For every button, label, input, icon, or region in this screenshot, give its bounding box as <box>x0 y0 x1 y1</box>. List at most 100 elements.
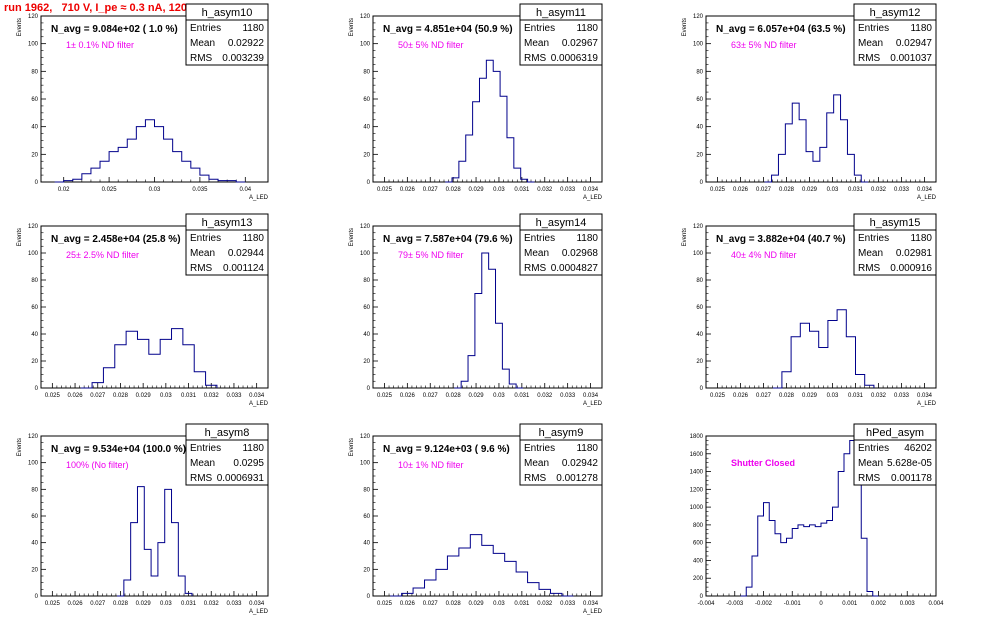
y-tick-label: 0 <box>700 594 704 600</box>
y-axis-title: Events <box>682 18 688 36</box>
stat-label-mean: Mean <box>190 248 215 259</box>
stat-value-mean: 0.02968 <box>562 248 599 259</box>
x-tick-label: 0.033 <box>560 393 576 399</box>
histogram-panel-h_asym15: 0 20 40 60 80 100 120 0.025 0.026 0.027 0.028 0.029… <box>682 213 937 407</box>
y-tick-label: 0 <box>367 594 371 600</box>
stat-label-mean: Mean <box>858 458 883 469</box>
x-tick-label: 0.027 <box>423 601 439 607</box>
y-tick-label: 40 <box>363 125 370 131</box>
x-tick-label: 0.029 <box>136 393 152 399</box>
histogram-name: h_asym12 <box>870 7 921 19</box>
histogram-panel-h_asym13: 0 20 40 60 80 100 120 0.025 0.026 0.027 0.028 0.029… <box>17 213 269 407</box>
stat-value-mean: 0.0295 <box>233 458 264 469</box>
y-tick-label: 60 <box>696 305 703 311</box>
histogram-name: h_asym13 <box>202 217 253 229</box>
y-tick-label: 120 <box>360 224 371 230</box>
y-tick-label: 120 <box>693 14 704 20</box>
stat-value-mean: 0.02942 <box>562 458 599 469</box>
y-tick-label: 60 <box>31 514 38 520</box>
y-tick-label: 0 <box>700 180 704 186</box>
y-tick-label: 600 <box>693 541 704 547</box>
x-tick-label: 0.03 <box>493 393 505 399</box>
x-tick-label: 0.002 <box>871 601 887 607</box>
histogram-name: h_asym15 <box>870 217 921 229</box>
stat-value-entries: 1180 <box>576 443 598 454</box>
x-axis-title: A_LED <box>249 401 269 407</box>
stat-value-rms: 0.000916 <box>890 263 932 274</box>
stat-label-rms: RMS <box>858 473 881 484</box>
y-tick-label: 100 <box>28 461 39 467</box>
histogram-line <box>764 94 869 183</box>
y-tick-label: 60 <box>363 514 370 520</box>
x-tick-label: 0.031 <box>181 393 197 399</box>
y-tick-label: 1200 <box>690 487 704 493</box>
y-tick-label: 20 <box>363 567 370 573</box>
x-tick-label: 0.025 <box>377 601 393 607</box>
stat-label-mean: Mean <box>524 458 549 469</box>
x-tick-label: 0.028 <box>779 187 795 193</box>
stat-value-entries: 1180 <box>910 23 932 34</box>
y-axis-title: Events <box>349 228 355 246</box>
stat-label-entries: Entries <box>190 233 221 244</box>
histogram-line <box>772 309 875 389</box>
y-tick-label: 60 <box>696 97 703 103</box>
x-tick-label: 0.004 <box>928 601 944 607</box>
x-tick-label: 0.025 <box>45 393 61 399</box>
x-tick-label: 0.033 <box>560 187 576 193</box>
x-tick-label: 0.029 <box>469 187 485 193</box>
x-tick-label: 0.003 <box>900 601 916 607</box>
y-tick-label: 60 <box>31 97 38 103</box>
x-tick-label: 0.03 <box>160 601 172 607</box>
x-tick-label: 0.032 <box>537 393 553 399</box>
navg-label: N_avg = 9.534e+04 (100.0 %) <box>51 444 186 455</box>
stat-value-mean: 5.628e-05 <box>887 458 932 469</box>
stat-value-mean: 0.02944 <box>228 248 265 259</box>
stat-label-rms: RMS <box>524 53 547 64</box>
stat-label-entries: Entries <box>524 233 555 244</box>
y-tick-label: 20 <box>31 359 38 365</box>
x-tick-label: 0.031 <box>848 393 864 399</box>
y-tick-label: 0 <box>367 180 371 186</box>
y-axis-title: Events <box>17 18 23 36</box>
histogram-panel-h_asym10: 0 20 40 60 80 100 120 0.02 0.025 0.03 0.035 0.04 Eve… <box>17 3 269 201</box>
stats-box <box>519 3 603 66</box>
filter-label: 100% (No filter) <box>66 460 129 470</box>
y-tick-label: 40 <box>696 332 703 338</box>
y-tick-label: 80 <box>31 487 38 493</box>
histogram-line <box>445 59 535 183</box>
y-tick-label: 120 <box>360 14 371 20</box>
y-tick-label: 0 <box>700 386 704 392</box>
navg-label: N_avg = 9.084e+02 ( 1.0 %) <box>51 24 178 35</box>
stat-label-rms: RMS <box>190 473 213 484</box>
x-tick-label: 0.031 <box>514 187 530 193</box>
x-axis-title: A_LED <box>583 195 603 201</box>
stat-value-entries: 46202 <box>904 443 932 454</box>
histogram-name: hPed_asym <box>866 427 924 439</box>
x-tick-label: 0.033 <box>226 393 242 399</box>
y-axis-title: Events <box>17 438 23 456</box>
stat-label-entries: Entries <box>190 23 221 34</box>
stat-value-mean: 0.02947 <box>896 38 933 49</box>
x-tick-label: 0.034 <box>583 393 599 399</box>
y-tick-label: 120 <box>28 224 39 230</box>
y-tick-label: 1800 <box>690 434 704 440</box>
navg-label: N_avg = 6.057e+04 (63.5 %) <box>716 24 846 35</box>
stat-label-rms: RMS <box>858 53 881 64</box>
x-tick-label: 0.029 <box>802 393 818 399</box>
x-tick-label: 0.032 <box>204 393 220 399</box>
y-tick-label: 20 <box>31 152 38 158</box>
navg-label: N_avg = 7.587e+04 (79.6 %) <box>383 234 513 245</box>
filter-label: 63± 5% ND filter <box>731 40 796 50</box>
x-tick-label: 0.034 <box>583 187 599 193</box>
x-tick-label: 0.03 <box>160 393 172 399</box>
y-tick-label: 20 <box>696 359 703 365</box>
y-tick-label: 40 <box>31 125 38 131</box>
x-tick-label: 0.029 <box>136 601 152 607</box>
x-axis-title: A_LED <box>583 609 603 615</box>
y-tick-label: 0 <box>35 180 39 186</box>
stat-label-mean: Mean <box>190 458 215 469</box>
x-tick-label: 0.028 <box>446 187 462 193</box>
x-tick-label: 0.033 <box>894 393 910 399</box>
y-axis-title: Events <box>349 18 355 36</box>
x-tick-label: 0.026 <box>400 187 416 193</box>
